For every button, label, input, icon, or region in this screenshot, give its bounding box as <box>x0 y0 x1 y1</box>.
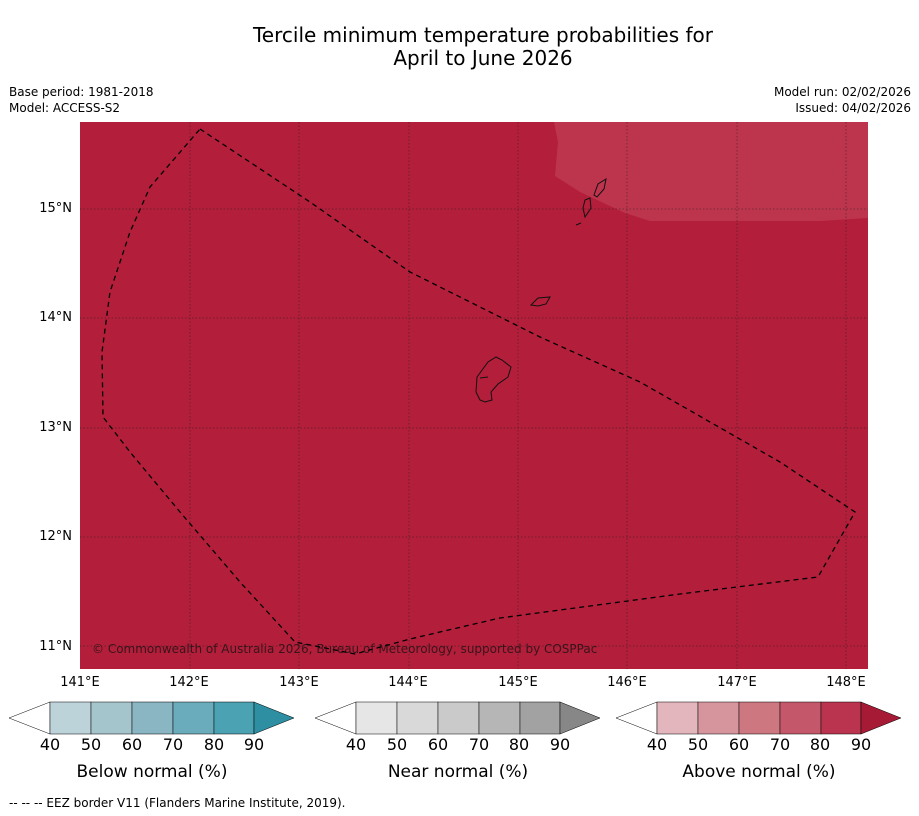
below-tick-90: 90 <box>243 735 265 754</box>
lon-label-145e: 145°E <box>498 675 538 690</box>
islands <box>475 177 607 403</box>
near-tick-70: 70 <box>468 735 490 754</box>
eez-footnote: -- -- -- EEZ border V11 (Flanders Marine… <box>9 796 346 810</box>
below-tick-80: 80 <box>203 735 225 754</box>
chart-title-line1: Tercile minimum temperature probabilitie… <box>252 23 714 47</box>
island-aguijan <box>575 222 582 226</box>
above-tick-90: 90 <box>850 735 872 754</box>
below-tick-60: 60 <box>121 735 143 754</box>
colorbar-below-min-arrow <box>9 701 51 735</box>
lon-label-141e: 141°E <box>60 675 100 690</box>
lat-label-11n: 11°N <box>39 639 72 654</box>
copyright-notice: © Commonwealth of Australia 2026, Bureau… <box>92 642 597 656</box>
high-probability-zone <box>554 122 868 221</box>
colorbar-below-band-70 <box>172 701 215 735</box>
colorbar-above-max-arrow <box>860 701 902 735</box>
colorbar-near-band-60 <box>437 701 480 735</box>
colorbar-near-band-40 <box>355 701 398 735</box>
colorbar-below-band-50 <box>90 701 133 735</box>
lon-label-147e: 147°E <box>717 675 757 690</box>
colorbar-below-band-60 <box>131 701 174 735</box>
lon-label-143e: 143°E <box>279 675 319 690</box>
island-saipan <box>593 177 607 198</box>
colorbar-below-band-80 <box>213 701 255 735</box>
below-normal-label: Below normal (%) <box>76 762 228 782</box>
lat-label-13n: 13°N <box>39 420 72 435</box>
near-normal-label: Near normal (%) <box>387 762 529 782</box>
base-period: Base period: 1981-2018 <box>9 85 154 99</box>
island-guam <box>475 356 512 403</box>
map-area: © Commonwealth of Australia 2026, Bureau… <box>80 122 868 669</box>
above-tick-60: 60 <box>728 735 750 754</box>
colorbar-above-band-70 <box>779 701 822 735</box>
above-tick-50: 50 <box>687 735 709 754</box>
colorbar-above-band-80 <box>820 701 862 735</box>
below-tick-40: 40 <box>39 735 61 754</box>
lat-label-15n: 15°N <box>39 201 72 216</box>
island-tinian <box>582 197 592 219</box>
near-tick-80: 80 <box>508 735 530 754</box>
colorbar-near-band-70 <box>478 701 521 735</box>
colorbar-below-band-40 <box>49 701 92 735</box>
lat-label-14n: 14°N <box>39 310 72 325</box>
colorbar-above-min-arrow <box>616 701 658 735</box>
colorbar-near-band-50 <box>396 701 439 735</box>
colorbar-above-band-40 <box>656 701 699 735</box>
colorbar-near-band-80 <box>519 701 561 735</box>
graticule <box>80 122 868 669</box>
chart-title-line2: April to June 2026 <box>393 46 573 70</box>
colorbar-above-band-50 <box>697 701 740 735</box>
colorbar-near <box>315 701 601 735</box>
model-name: Model: ACCESS-S2 <box>9 101 121 115</box>
issued-date: Issued: 04/02/2026 <box>795 101 911 115</box>
lon-label-142e: 142°E <box>169 675 209 690</box>
lat-label-12n: 12°N <box>39 529 72 544</box>
near-tick-50: 50 <box>386 735 408 754</box>
island-rota <box>529 296 551 307</box>
colorbar-near-min-arrow <box>315 701 357 735</box>
above-normal-label: Above normal (%) <box>682 762 836 782</box>
colorbar-below <box>9 701 295 735</box>
model-run-date: Model run: 02/02/2026 <box>773 85 911 99</box>
lon-label-148e: 148°E <box>826 675 866 690</box>
lon-label-146e: 146°E <box>607 675 647 690</box>
colorbar-above <box>616 701 902 735</box>
colorbar-above-band-60 <box>738 701 781 735</box>
above-tick-40: 40 <box>646 735 668 754</box>
below-tick-50: 50 <box>80 735 102 754</box>
colorbar-below-max-arrow <box>253 701 295 735</box>
eez-border <box>101 128 856 655</box>
above-tick-80: 80 <box>809 735 831 754</box>
above-tick-70: 70 <box>769 735 791 754</box>
lon-label-144e: 144°E <box>388 675 428 690</box>
near-tick-90: 90 <box>549 735 571 754</box>
below-tick-70: 70 <box>162 735 184 754</box>
near-tick-60: 60 <box>427 735 449 754</box>
colorbar-near-max-arrow <box>559 701 601 735</box>
near-tick-40: 40 <box>345 735 367 754</box>
